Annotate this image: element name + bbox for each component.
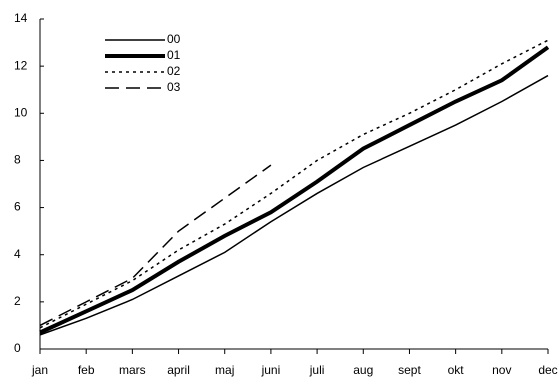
y-tick-label: 6 xyxy=(14,200,21,214)
legend-label: 02 xyxy=(167,64,181,78)
legend-label: 03 xyxy=(167,80,181,94)
x-tick-label: feb xyxy=(78,363,95,377)
legend-label: 00 xyxy=(167,32,181,46)
x-tick-label: juni xyxy=(261,363,281,377)
y-tick-label: 2 xyxy=(14,294,21,308)
line-series xyxy=(39,39,549,329)
line-series xyxy=(39,45,550,335)
x-tick-label: aug xyxy=(353,363,373,377)
line-series xyxy=(39,164,272,327)
y-tick-label: 4 xyxy=(14,247,21,261)
x-tick-label: okt xyxy=(448,363,465,377)
legend-label: 01 xyxy=(167,48,181,62)
x-tick-label: dec xyxy=(538,363,557,377)
x-tick-label: jan xyxy=(31,363,48,377)
y-tick-label: 0 xyxy=(14,341,21,355)
y-tick-label: 14 xyxy=(14,11,28,25)
y-tick-label: 8 xyxy=(14,153,21,167)
y-tick-label: 10 xyxy=(14,105,28,119)
y-tick-label: 12 xyxy=(14,58,28,72)
x-tick-label: sept xyxy=(398,363,421,377)
x-tick-label: juli xyxy=(309,363,325,377)
x-tick-label: april xyxy=(167,363,190,377)
x-tick-label: maj xyxy=(215,363,234,377)
x-tick-label: nov xyxy=(492,363,511,377)
line-series xyxy=(39,74,549,336)
x-tick-label: mars xyxy=(119,363,146,377)
